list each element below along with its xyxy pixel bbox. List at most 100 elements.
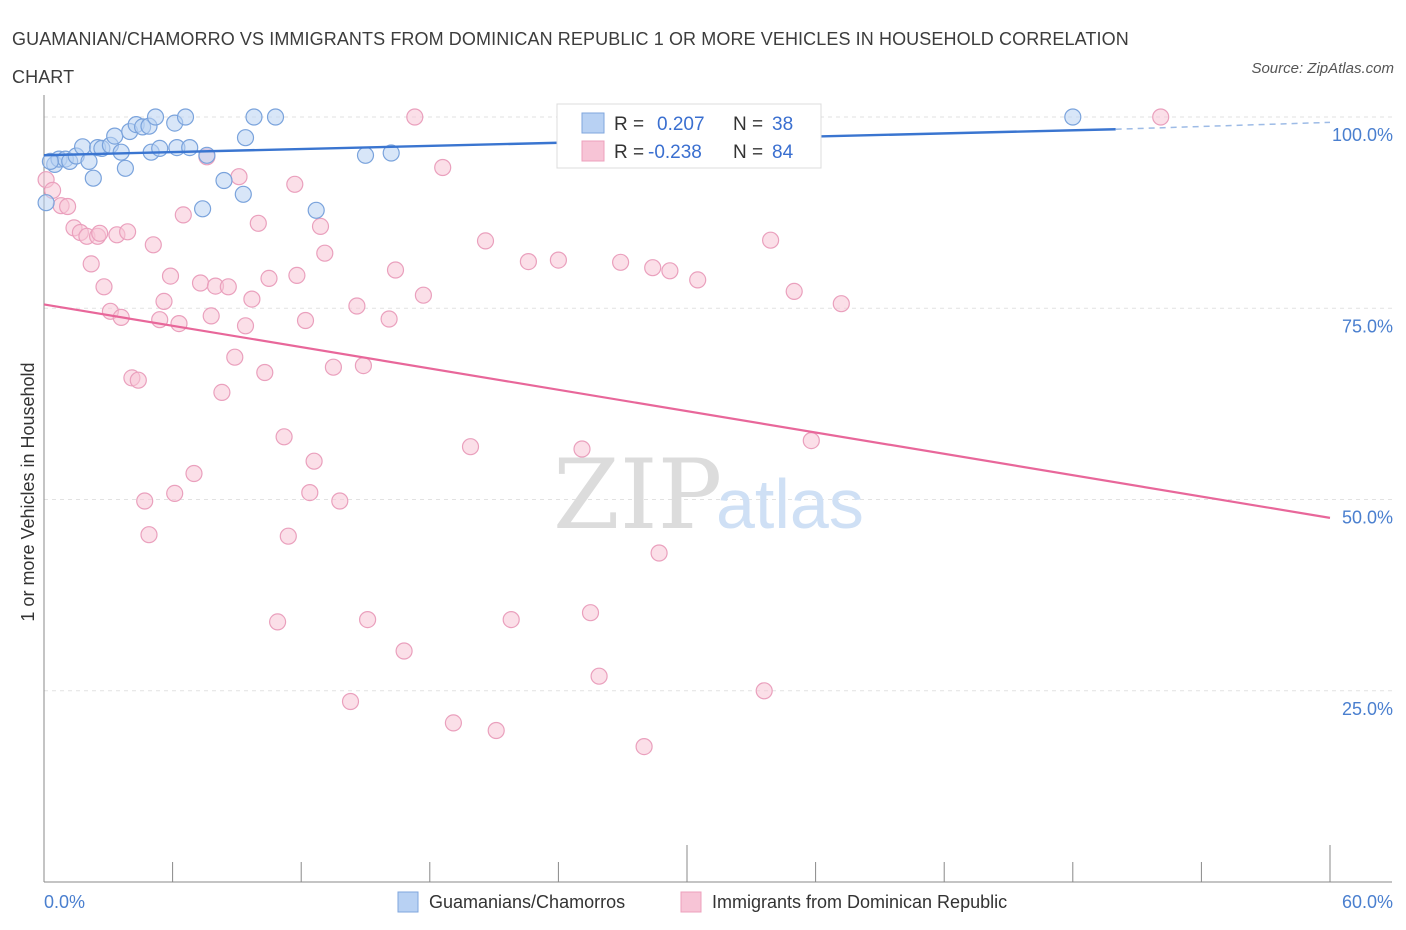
legend-r-value-1: 0.207 [657,114,705,135]
dominican-point-56 [386,261,405,279]
dominican-point-50 [331,492,349,510]
guamanian-point-25 [181,139,199,157]
guamanian-point-21 [151,139,169,157]
legend-n-value-2: 84 [772,142,794,163]
dominican-point-52 [348,297,366,315]
guamanian-point-37 [41,152,60,170]
dominican-point-69 [581,604,600,622]
series-legend: Guamanians/Chamorros Immigrants from Dom… [397,891,1007,913]
y-tick-label-2: 50.0% [1342,508,1393,528]
watermark-zip: ZIP [553,439,722,551]
series-dominican-points [37,108,1170,756]
dominican-point-83 [91,224,109,242]
legend-r-label-2: R = [614,142,644,163]
dominican-point-33 [230,168,248,186]
dominican-point-81 [832,295,850,313]
watermark-atlas: atlas [716,465,864,543]
dominican-point-3 [58,197,77,216]
dominican-point-76 [689,271,707,289]
dominican-point-18 [144,236,162,254]
dominican-point-74 [650,544,668,562]
guamanian-point-35 [382,144,400,162]
legend-bottom-swatch-blue [397,891,419,913]
dominican-point-35 [243,290,261,308]
legend-bottom-label-blue: Guamanians/Chamorros [429,892,625,912]
dominican-point-64 [487,721,505,740]
dominican-point-47 [311,217,330,235]
dominican-point-32 [226,348,244,366]
legend-bottom-swatch-pink [680,891,702,913]
dominican-point-61 [444,714,462,732]
series-guamanian-points [37,108,1082,219]
dominican-point-73 [644,259,662,277]
x-tick-labels: 0.0% 60.0% [44,892,1393,912]
guamanian-point-14 [116,159,135,177]
dominican-point-80 [802,432,820,450]
dominican-point-68 [573,440,591,458]
dominican-point-25 [185,464,203,483]
chart-title: GUAMANIAN/CHAMORRO VS IMMIGRANTS FROM DO… [12,29,1129,87]
x-tick-max: 60.0% [1342,892,1393,912]
dominican-point-63 [476,232,495,250]
guamanian-point-34 [356,146,375,164]
dominican-point-60 [434,158,452,177]
dominican-point-41 [279,527,297,545]
guamanian-point-26 [194,200,212,218]
dominican-point-62 [461,438,480,456]
dominican-point-70 [590,667,608,685]
dominican-point-82 [1152,108,1170,126]
dominican-point-37 [256,363,274,382]
guamanian-point-30 [236,129,255,147]
dominican-point-21 [161,267,180,285]
dominican-point-54 [359,610,377,629]
dominican-point-26 [191,274,210,292]
guamanian-point-27 [198,146,216,164]
dominican-point-34 [236,317,255,335]
legend-swatch-pink [581,140,605,162]
dominican-point-7 [82,255,100,273]
dominican-point-51 [341,692,360,711]
dominican-point-13 [118,223,137,241]
dominican-point-17 [140,526,158,544]
dominican-point-45 [301,484,319,502]
dominican-point-49 [324,358,342,376]
legend-n-label-2: N = [733,142,763,163]
dominican-point-28 [202,307,220,325]
y-axis-title: 1 or more Vehicles in Household [18,362,38,621]
dominican-point-71 [611,253,630,271]
dominican-point-78 [761,231,780,249]
dominican-point-31 [219,278,237,296]
legend-r-value-2: -0.238 [648,142,702,163]
dominican-point-38 [260,269,278,287]
dominican-point-75 [661,262,679,280]
legend-bottom-label-pink: Immigrants from Dominican Republic [712,892,1007,912]
dominican-point-43 [288,266,306,284]
trend-line-dominican [43,303,1331,519]
legend-n-value-1: 38 [772,114,793,135]
dominican-point-20 [155,292,173,310]
guamanian-point-24 [176,108,195,126]
guamanian-point-29 [234,185,252,203]
guamanian-point-6 [73,138,92,156]
dominican-point-77 [755,682,773,700]
guamanian-point-31 [245,108,263,126]
gridlines [44,116,1392,692]
dominican-point-48 [316,244,334,262]
dominican-point-79 [785,282,803,300]
y-tick-labels: 100.0% 75.0% 50.0% 25.0% [1332,125,1393,719]
dominican-point-42 [286,175,304,193]
guamanian-point-0 [37,194,55,212]
guamanian-point-12 [106,127,124,145]
source-label: Source: ZipAtlas.com [1251,60,1394,77]
dominican-point-72 [635,737,653,756]
dominican-point-16 [136,492,154,510]
dominican-point-22 [166,484,184,502]
correlation-legend: R = 0.207 N = 38 R = -0.238 N = 84 [556,103,822,169]
axes [43,95,1392,883]
dominican-point-46 [305,452,323,470]
trend-line-guamanian-extension [1115,121,1331,130]
legend-swatch-blue [581,112,605,134]
legend-n-label-1: N = [733,114,763,135]
guamanian-point-36 [1064,108,1082,126]
